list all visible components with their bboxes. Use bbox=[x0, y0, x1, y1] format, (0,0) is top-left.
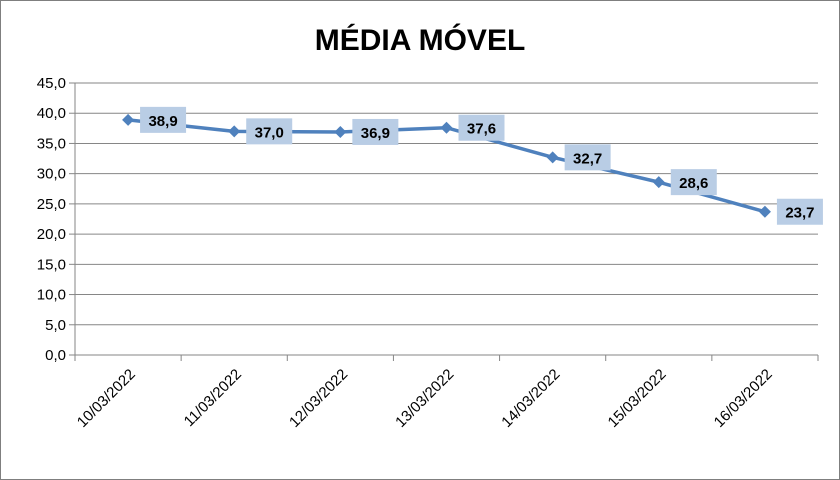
y-tick-label: 15,0 bbox=[37, 256, 66, 273]
x-tick-label: 10/03/2022 bbox=[74, 366, 139, 431]
data-label: 28,6 bbox=[679, 175, 708, 192]
y-axis-ticks: 0,0 5,0 10,0 15,0 20,0 25,0 30,0 35,0 40,0 45,0 bbox=[37, 75, 66, 364]
x-tick-label: 13/03/2022 bbox=[392, 366, 457, 431]
data-labels: 38,9 37,0 36,9 37,6 32,7 28,6 23,7 bbox=[140, 106, 823, 225]
data-point-marker bbox=[122, 113, 135, 126]
y-tick-label: 0,0 bbox=[45, 347, 66, 364]
x-tick-label: 12/03/2022 bbox=[286, 366, 351, 431]
data-label-box bbox=[246, 118, 293, 145]
y-tick-label: 45,0 bbox=[37, 75, 66, 92]
data-label: 36,9 bbox=[361, 125, 390, 142]
data-point-marker bbox=[758, 205, 771, 218]
x-tick-label: 14/03/2022 bbox=[498, 366, 563, 431]
y-tick-label: 10,0 bbox=[37, 287, 66, 304]
series-line bbox=[122, 113, 771, 218]
x-tick-label: 11/03/2022 bbox=[181, 366, 245, 430]
y-tick-label: 35,0 bbox=[37, 135, 66, 152]
data-label-box bbox=[564, 144, 611, 171]
data-label-box bbox=[352, 118, 399, 145]
data-point-marker bbox=[440, 121, 453, 134]
y-tick-label: 25,0 bbox=[37, 196, 66, 213]
data-point-marker bbox=[546, 151, 559, 164]
y-tick-label: 5,0 bbox=[45, 317, 66, 334]
y-tick-label: 30,0 bbox=[37, 166, 66, 183]
x-tick-label: 16/03/2022 bbox=[711, 366, 776, 431]
data-label: 23,7 bbox=[785, 205, 814, 222]
y-tick-label: 40,0 bbox=[37, 105, 66, 122]
data-label: 37,6 bbox=[467, 121, 496, 138]
chart-title: MÉDIA MÓVEL bbox=[315, 23, 526, 57]
data-label: 38,9 bbox=[148, 113, 177, 130]
data-label: 37,0 bbox=[255, 124, 284, 141]
data-point-marker bbox=[652, 176, 665, 189]
data-label-box bbox=[670, 169, 717, 196]
data-point-marker bbox=[228, 125, 241, 138]
axes bbox=[69, 82, 819, 361]
data-label-box bbox=[458, 114, 505, 141]
x-tick-label: 15/03/2022 bbox=[605, 366, 670, 431]
y-tick-label: 20,0 bbox=[37, 226, 66, 243]
x-axis-ticks: 10/03/2022 11/03/2022 12/03/2022 13/03/2022… bbox=[74, 366, 776, 431]
data-label-box bbox=[776, 198, 823, 225]
gridlines bbox=[75, 82, 818, 326]
data-point-marker bbox=[334, 125, 347, 138]
data-label-box bbox=[140, 106, 187, 133]
data-label: 32,7 bbox=[573, 150, 602, 167]
